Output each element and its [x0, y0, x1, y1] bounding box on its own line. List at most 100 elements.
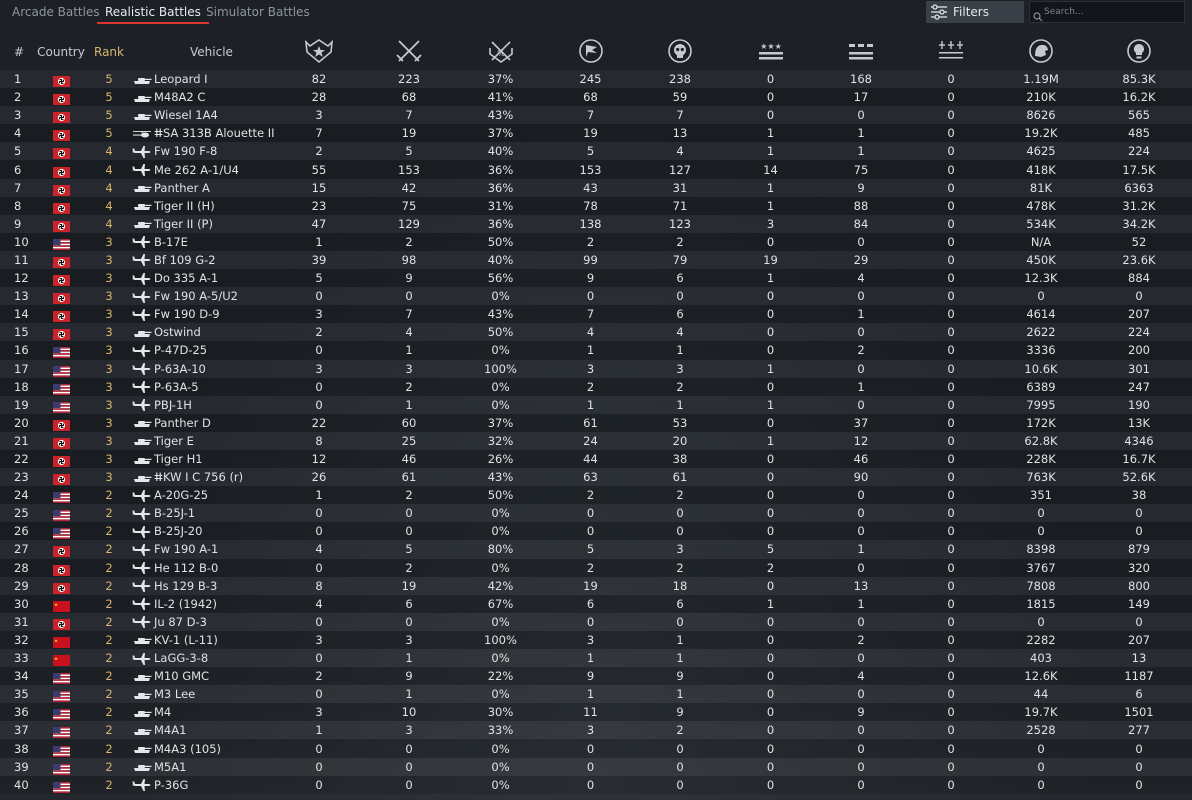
vehicle-cell[interactable]: Wiesel 1A4 [130, 106, 275, 124]
vehicle-cell[interactable]: Tiger H1 [130, 450, 275, 468]
table-row[interactable]: 16 3 P-47D-25 0 1 0% 1 1 0 2 0 3336 200 [0, 341, 1192, 360]
tab-simulator-battles[interactable]: Simulator Battles [206, 5, 310, 19]
vehicle-cell[interactable]: PBJ-1H [130, 396, 275, 414]
vehicle-cell[interactable]: KV-1 (L-11) [130, 631, 275, 649]
table-row[interactable]: 23 3 ⵌKW I C 756 (r) 26 61 43% 63 61 0 90 0 763K 52.… [0, 468, 1192, 487]
table-row[interactable]: 1 5 Leopard I 82 223 37% 245 238 0 168 0 1.19M 85.3K [0, 70, 1192, 89]
header-respawns[interactable] [546, 34, 635, 70]
table-row[interactable]: 15 3 Ostwind 2 4 50% 4 4 0 0 0 2622 224 [0, 323, 1192, 342]
header-ground-targets[interactable] [816, 34, 906, 70]
table-row[interactable]: 19 3 PBJ-1H 0 1 0% 1 1 1 0 0 7995 190 [0, 395, 1192, 414]
header-vehicle[interactable]: Vehicle [190, 45, 233, 59]
table-row[interactable]: 38 2 M4A3 (105) 0 0 0% 0 0 0 0 0 0 0 [0, 739, 1192, 758]
vehicle-cell[interactable]: M3 Lee [130, 685, 275, 703]
search-input[interactable] [1044, 2, 1182, 22]
header-battles[interactable] [275, 34, 363, 70]
table-row[interactable]: 4 5 ⵌSA 313B Alouette II 7 19 37% 19 13 1 1 0 19.2K… [0, 124, 1192, 143]
table-row[interactable]: 5 4 Fw 190 F-8 2 5 40% 5 4 1 1 0 4625 224 [0, 142, 1192, 161]
vehicle-cell[interactable]: M4A1 [130, 721, 275, 739]
vehicle-cell[interactable]: Bf 109 G-2 [130, 251, 275, 269]
vehicle-cell[interactable]: Fw 190 A-5/U2 [130, 287, 275, 305]
header-rank[interactable]: Rank [94, 45, 124, 59]
vehicle-cell[interactable]: M4A3 (105) [130, 739, 275, 757]
table-row[interactable]: 2 5 M48A2 C 28 68 41% 68 59 0 17 0 210K 16.2K [0, 88, 1192, 107]
vehicle-cell[interactable]: Fw 190 D-9 [130, 305, 275, 323]
vehicle-cell[interactable]: A-20G-25 [130, 486, 275, 504]
vehicle-cell[interactable]: Ju 87 D-3 [130, 613, 275, 631]
vehicle-cell[interactable]: He 112 B-0 [130, 559, 275, 577]
table-row[interactable]: 6 4 Me 262 A-1/U4 55 153 36% 153 127 14 75 0 418K 17… [0, 160, 1192, 179]
vehicle-cell[interactable]: ⵌKW I C 756 (r) [130, 468, 275, 486]
table-row[interactable]: 12 3 Do 335 A-1 5 9 56% 9 6 1 4 0 12.3K 884 [0, 269, 1192, 288]
table-row[interactable]: 8 4 Tiger II (H) 23 75 31% 78 71 1 88 0 478K 31.2K [0, 196, 1192, 215]
table-row[interactable]: 21 3 Tiger E 8 25 32% 24 20 1 12 0 62.8K 4346 [0, 431, 1192, 450]
vehicle-cell[interactable]: Panther D [130, 414, 275, 432]
table-row[interactable]: 32 2 KV-1 (L-11) 3 3 100% 3 1 0 2 0 2282 207 [0, 630, 1192, 649]
header-number[interactable]: # [14, 45, 25, 59]
filters-button[interactable]: Filters [926, 1, 1024, 23]
header-air-targets[interactable]: ★★★ [725, 34, 816, 70]
table-row[interactable]: 26 2 B-25J-20 0 0 0% 0 0 0 0 0 0 0 [0, 522, 1192, 541]
table-row[interactable]: 10 3 B-17E 1 2 50% 2 2 0 0 0 N/A 52 [0, 232, 1192, 251]
table-row[interactable]: 39 2 M5A1 0 0 0% 0 0 0 0 0 0 0 [0, 757, 1192, 776]
table-row[interactable]: 27 2 Fw 190 A-1 4 5 80% 5 3 5 1 0 8398 879 [0, 540, 1192, 559]
table-row[interactable]: 37 2 M4A1 1 3 33% 3 2 0 0 0 2528 277 [0, 721, 1192, 740]
table-row[interactable]: 35 2 M3 Lee 0 1 0% 1 1 0 0 0 44 6 [0, 685, 1192, 704]
vehicle-cell[interactable]: Leopard I [130, 70, 275, 88]
vehicle-cell[interactable]: Me 262 A-1/U4 [130, 160, 275, 178]
table-row[interactable]: 22 3 Tiger H1 12 46 26% 44 38 0 46 0 228K 16.7K [0, 449, 1192, 469]
header-country[interactable]: Country [37, 45, 85, 59]
vehicle-cell[interactable]: M48A2 C [130, 88, 275, 106]
table-row[interactable]: 17 3 P-63A-10 3 3 100% 3 3 1 0 0 10.6K 301 [0, 359, 1192, 378]
tab-realistic-battles[interactable]: Realistic Battles [97, 4, 209, 24]
vehicle-cell[interactable]: M5A1 [130, 758, 275, 776]
table-row[interactable]: 14 3 Fw 190 D-9 3 7 43% 7 6 0 1 0 4614 207 [0, 305, 1192, 324]
table-row[interactable]: 34 2 M10 GMC 2 9 22% 9 9 0 4 0 12.6K 1187 [0, 667, 1192, 686]
vehicle-cell[interactable]: B-25J-1 [130, 504, 275, 522]
vehicle-cell[interactable]: P-63A-5 [130, 378, 275, 396]
table-row[interactable]: 40 2 P-36G 0 0 0% 0 0 0 0 0 0 0 [0, 775, 1192, 794]
vehicle-cell[interactable]: LaGG-3-8 [130, 649, 275, 667]
vehicle-cell[interactable]: M4 [130, 703, 275, 721]
vehicle-cell[interactable]: Fw 190 F-8 [130, 142, 275, 160]
vehicle-cell[interactable]: Ostwind [130, 323, 275, 341]
header-research-points[interactable] [1086, 34, 1192, 70]
vehicle-cell[interactable]: Hs 129 B-3 [130, 577, 275, 595]
table-row[interactable]: 29 2 Hs 129 B-3 8 19 42% 19 18 0 13 0 7808 800 [0, 576, 1192, 595]
table-row[interactable]: 20 3 Panther D 22 60 37% 61 53 0 37 0 172K 13K [0, 413, 1192, 432]
table-row[interactable]: 28 2 He 112 B-0 0 2 0% 2 2 2 0 0 3767 320 [0, 558, 1192, 577]
table-row[interactable]: 25 2 B-25J-1 0 0 0% 0 0 0 0 0 0 0 [0, 504, 1192, 523]
vehicle-cell[interactable]: B-17E [130, 233, 275, 251]
vehicle-cell[interactable]: ⵌSA 313B Alouette II [130, 124, 275, 142]
header-naval-targets[interactable] [906, 34, 996, 70]
table-row[interactable]: 11 3 Bf 109 G-2 39 98 40% 99 79 19 29 0 450K 23.6K [0, 250, 1192, 270]
vehicle-cell[interactable]: P-63A-10 [130, 360, 275, 378]
tab-arcade-battles[interactable]: Arcade Battles [12, 5, 100, 19]
vehicle-cell[interactable]: Tiger II (P) [130, 215, 275, 233]
vehicle-cell[interactable]: Tiger E [130, 432, 275, 450]
vehicle-cell[interactable]: M10 GMC [130, 667, 275, 685]
vehicle-cell[interactable]: IL-2 (1942) [130, 595, 275, 613]
table-row[interactable]: 36 2 M4 3 10 30% 11 9 0 9 0 19.7K 1501 [0, 703, 1192, 722]
table-row[interactable]: 13 3 Fw 190 A-5/U2 0 0 0% 0 0 0 0 0 0 0 [0, 287, 1192, 306]
table-row[interactable]: 7 4 Panther A 15 42 36% 43 31 1 9 0 81K 6363 [0, 178, 1192, 197]
vehicle-cell[interactable]: B-25J-20 [130, 522, 275, 540]
table-row[interactable]: 9 4 Tiger II (P) 47 129 36% 138 123 3 84 0 534K 34.2… [0, 214, 1192, 233]
table-row[interactable]: 24 2 A-20G-25 1 2 50% 2 2 0 0 0 351 38 [0, 486, 1192, 505]
header-win-rate[interactable]: % [455, 34, 546, 70]
header-victories[interactable] [363, 34, 455, 70]
header-silver-lions[interactable] [996, 34, 1086, 70]
vehicle-cell[interactable]: P-47D-25 [130, 341, 275, 359]
vehicle-cell[interactable]: Fw 190 A-1 [130, 540, 275, 558]
vehicle-cell[interactable]: P-36G [130, 776, 275, 794]
table-row[interactable]: 18 3 P-63A-5 0 2 0% 2 2 0 1 0 6389 247 [0, 377, 1192, 396]
vehicle-cell[interactable]: Do 335 A-1 [130, 269, 275, 287]
search-box[interactable] [1029, 1, 1185, 23]
vehicle-cell[interactable]: Panther A [130, 179, 275, 197]
table-row[interactable]: 30 2 IL-2 (1942) 4 6 67% 6 6 1 1 0 1815 149 [0, 594, 1192, 613]
header-deaths[interactable] [635, 34, 725, 70]
vehicle-cell[interactable]: Tiger II (H) [130, 197, 275, 215]
table-row[interactable]: 31 2 Ju 87 D-3 0 0 0% 0 0 0 0 0 0 0 [0, 612, 1192, 631]
table-row[interactable]: 33 2 LaGG-3-8 0 1 0% 1 1 0 0 0 403 13 [0, 649, 1192, 668]
table-row[interactable]: 3 5 Wiesel 1A4 3 7 43% 7 7 0 0 0 8626 565 [0, 106, 1192, 125]
